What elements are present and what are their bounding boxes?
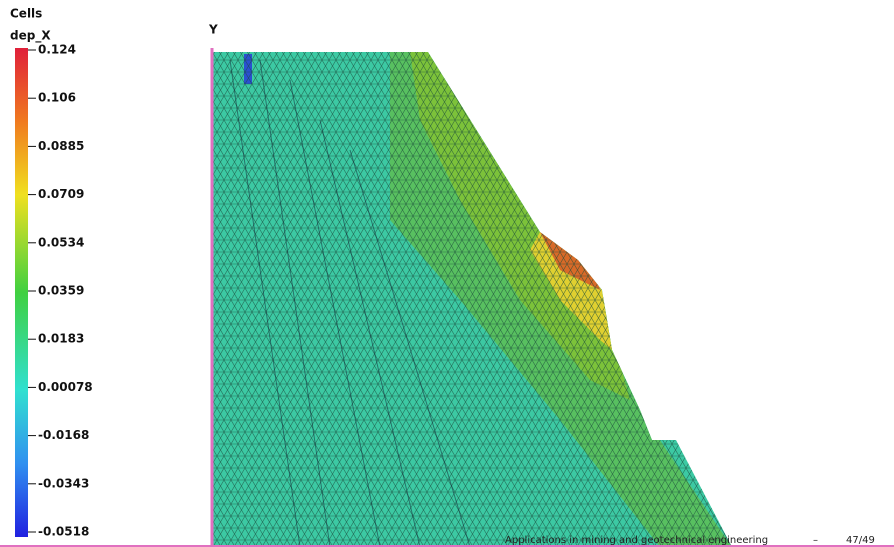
legend-tick-label: -0.0168 [38, 428, 89, 442]
legend-tick-label: 0.00078 [38, 380, 93, 394]
color-bar [15, 48, 28, 537]
legend-tick-label: 0.0885 [38, 139, 84, 153]
footer-text: Applications in mining and geotechnical … [505, 535, 768, 546]
footer-separator: – [813, 535, 818, 546]
footer-page: 47/49 [846, 535, 875, 546]
legend-tick-label: 0.0534 [38, 235, 84, 249]
legend-tick-label: 0.124 [38, 43, 76, 57]
legend-tick-label: 0.0183 [38, 332, 84, 346]
legend-title: Cells [10, 7, 42, 21]
legend-tick-label: -0.0343 [38, 476, 89, 490]
screen: Y Cells dep_X 0.124 0.106 0.0885 0.0709 0.05… [0, 0, 894, 547]
mesh-render [212, 52, 742, 547]
legend-tick-label: -0.0518 [38, 525, 89, 539]
axis-label: Y [208, 23, 218, 37]
legend-ticks: 0.124 0.106 0.0885 0.0709 0.0534 0.0359 0.0183… [28, 43, 93, 539]
legend-tick-label: 0.106 [38, 91, 76, 105]
legend-tick-label: 0.0709 [38, 187, 84, 201]
legend-tick-label: 0.0359 [38, 284, 84, 298]
legend-field: dep_X [10, 29, 51, 44]
